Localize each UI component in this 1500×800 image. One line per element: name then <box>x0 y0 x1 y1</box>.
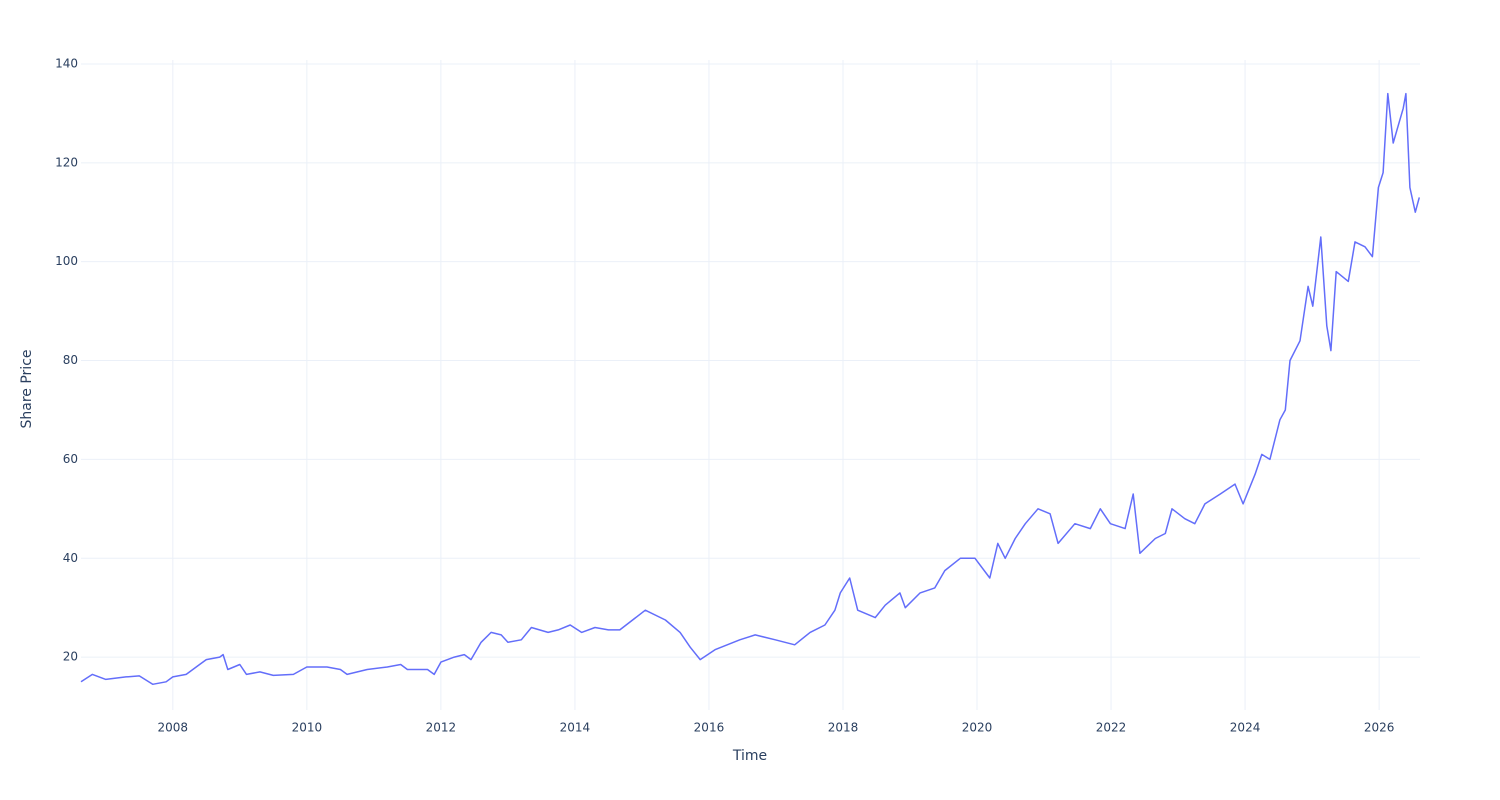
x-tick-label: 2016 <box>694 721 725 735</box>
x-tick-label: 2020 <box>962 721 993 735</box>
x-tick-label: 2008 <box>158 721 189 735</box>
y-tick-label: 80 <box>63 353 78 367</box>
y-tick-label: 100 <box>55 254 78 268</box>
x-tick-label: 2018 <box>828 721 859 735</box>
x-tick-label: 2024 <box>1230 721 1261 735</box>
y-tick-label: 140 <box>55 56 78 70</box>
x-axis-title: Time <box>732 748 767 764</box>
x-tick-label: 2026 <box>1364 721 1395 735</box>
price-line <box>80 92 1421 686</box>
x-tick-label: 2022 <box>1096 721 1127 735</box>
y-tick-label: 120 <box>55 155 78 169</box>
y-axis-title: Share Price <box>19 349 35 428</box>
x-tick-label: 2010 <box>292 721 323 735</box>
y-tick-label: 60 <box>63 452 78 466</box>
grid <box>81 60 1420 710</box>
y-tick-label: 40 <box>63 551 78 565</box>
y-tick-label: 20 <box>63 650 78 664</box>
x-tick-label: 2014 <box>560 721 591 735</box>
x-tick-label: 2012 <box>426 721 457 735</box>
